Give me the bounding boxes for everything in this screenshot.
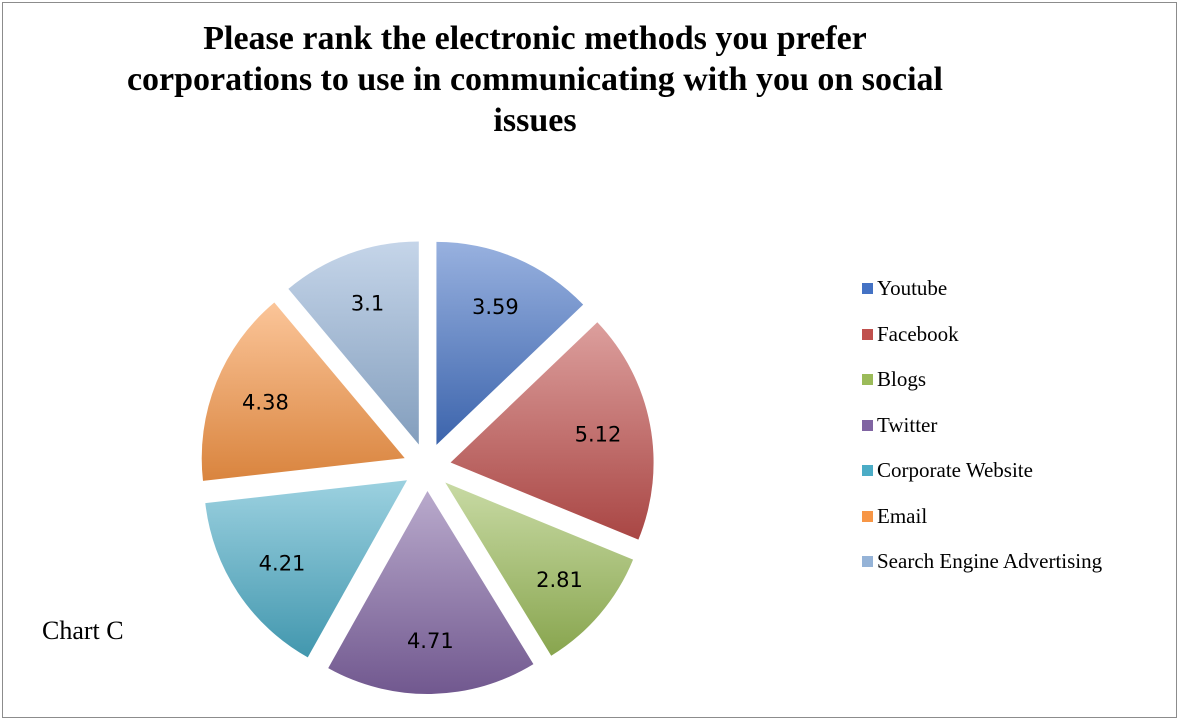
legend-label: Youtube <box>877 276 948 301</box>
legend-item-search-engine-advertising: Search Engine Advertising <box>862 539 1102 585</box>
pie-slice-corporate-website <box>205 480 408 658</box>
legend-item-facebook: Facebook <box>862 312 1102 358</box>
chart-footnote: Chart C <box>42 616 124 645</box>
chart-title-line-2: corporations to use in communicating wit… <box>126 61 944 98</box>
legend-swatch <box>862 510 873 522</box>
legend-swatch <box>862 374 873 386</box>
chart-title-line-1: Please rank the electronic methods you p… <box>203 20 867 57</box>
legend-item-corporate-website: Corporate Website <box>862 448 1102 494</box>
legend-item-twitter: Twitter <box>862 403 1102 449</box>
legend-label: Search Engine Advertising <box>877 549 1103 574</box>
data-label-facebook: 5.12 <box>575 423 622 447</box>
chart-title-line-3: issues <box>493 102 577 139</box>
legend-label: Blogs <box>877 367 927 392</box>
legend-swatch <box>862 283 873 295</box>
pie-slice-search-engine-advertising <box>288 241 419 445</box>
pie-slice-facebook <box>450 322 654 540</box>
pie-slice-youtube <box>436 241 584 445</box>
legend-item-blogs: Blogs <box>862 357 1102 403</box>
legend-swatch <box>862 465 873 477</box>
legend-swatch <box>862 556 873 568</box>
data-label-youtube: 3.59 <box>472 295 519 319</box>
data-label-twitter: 4.71 <box>407 629 454 653</box>
pie-slices <box>201 241 654 694</box>
legend-label: Twitter <box>877 412 938 437</box>
pie-data-labels: 3.59 5.12 2.81 4.71 4.21 4.38 3.1 <box>242 291 621 652</box>
data-label-search-engine-advertising: 3.1 <box>351 291 384 315</box>
data-label-email: 4.38 <box>242 390 289 414</box>
data-label-corporate-website: 4.21 <box>259 551 306 575</box>
chart-title: Please rank the electronic methods you p… <box>110 18 960 141</box>
legend-label: Corporate Website <box>877 458 1033 483</box>
legend: Youtube Facebook Blogs Twitter Corporate Web… <box>862 266 1102 585</box>
pie-slice-twitter <box>328 490 534 694</box>
pie-slice-email <box>201 302 405 481</box>
legend-swatch <box>862 419 873 431</box>
legend-label: Facebook <box>877 321 959 346</box>
pie-slice-blogs <box>445 482 634 656</box>
legend-item-email: Email <box>862 494 1102 540</box>
legend-label: Email <box>877 503 928 528</box>
data-label-blogs: 2.81 <box>536 568 583 592</box>
legend-item-youtube: Youtube <box>862 266 1102 312</box>
legend-swatch <box>862 328 873 340</box>
